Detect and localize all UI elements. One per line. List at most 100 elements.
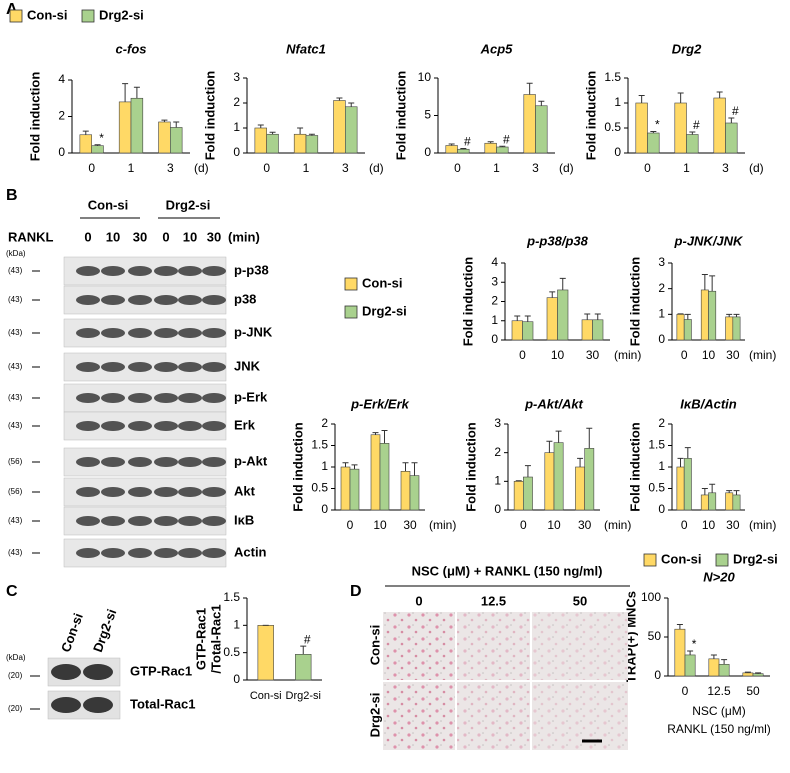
x-tick-label: 3 [722, 161, 729, 175]
significance: # [503, 132, 510, 146]
x-tick-label: 0 [519, 348, 526, 362]
kda-label: (56) [8, 487, 23, 496]
treatment-label: RANKL [8, 229, 54, 244]
x-tick-label: Con-si [250, 690, 282, 702]
y-tick-label: 1 [321, 459, 328, 473]
y-tick-label: 0.5 [223, 645, 240, 659]
blot-band [76, 457, 100, 467]
micrograph [457, 612, 530, 680]
blot-band [178, 421, 202, 431]
bar [254, 127, 267, 154]
blot-band [202, 393, 226, 403]
blot-band [128, 393, 152, 403]
bar [592, 319, 604, 341]
bar [708, 290, 717, 341]
blot-label: p-p38 [234, 262, 269, 277]
y-tick-label: 0 [233, 145, 240, 159]
error-bar [701, 488, 708, 495]
y-tick-label: 1 [614, 95, 621, 109]
y-axis-label: Fold induction [463, 422, 478, 512]
error-bar [546, 440, 553, 453]
error-bar [687, 650, 694, 655]
bar [523, 94, 536, 154]
blot-band [101, 295, 125, 305]
blot-band [101, 516, 125, 526]
blot-band [101, 457, 125, 467]
blot-band [76, 421, 100, 431]
y-tick-label: 0 [424, 145, 431, 159]
error-bar [549, 291, 556, 298]
legend-swatch [9, 9, 23, 23]
bar [370, 434, 381, 511]
bar [553, 442, 564, 511]
x-unit: (d) [369, 161, 384, 175]
bar [686, 134, 699, 154]
bar [130, 97, 144, 154]
error-bar [336, 97, 343, 101]
blot-band [178, 516, 202, 526]
x-unit: (min) [749, 348, 776, 362]
bar [266, 133, 279, 154]
error-bar [300, 645, 307, 655]
legend-label: Drg2-si [362, 303, 407, 318]
y-tick-label: 1.5 [604, 70, 621, 84]
micrograph [383, 612, 455, 680]
y-tick-label: 1.5 [648, 438, 665, 452]
y-tick-label: 3 [658, 255, 665, 269]
error-bar [297, 127, 304, 135]
error-bar [638, 95, 645, 103]
chart-title: p-Akt/Akt [524, 396, 583, 411]
blot-band [101, 362, 125, 372]
panel-label: B [6, 187, 18, 204]
y-tick-label: 0 [658, 502, 665, 516]
bar [676, 314, 685, 341]
y-tick-label: 2 [233, 95, 240, 109]
x-unit: (min) [614, 348, 641, 362]
kda-label: (43) [8, 295, 23, 304]
blot-band [101, 328, 125, 338]
blot-band [76, 362, 100, 372]
error-bar [689, 131, 696, 135]
kda-label: (20) [8, 671, 23, 680]
legend-swatch [344, 305, 358, 319]
bar [718, 663, 730, 677]
x-tick-label: 10 [702, 518, 716, 532]
micrograph [383, 682, 455, 750]
x-tick-label: 3 [167, 161, 174, 175]
error-bar [676, 624, 683, 630]
y-tick-label: 2 [58, 109, 65, 123]
significance: # [693, 118, 700, 132]
y-tick-label: 1.5 [223, 590, 240, 604]
error-bar [133, 86, 140, 99]
blot-label: p-Akt [234, 453, 268, 468]
legend-label: Con-si [27, 7, 67, 22]
x-tick-label: Drg2-si [286, 690, 321, 702]
chart-title: Drg2 [672, 41, 702, 56]
y-tick-label: 0 [614, 145, 621, 159]
y-tick-label: 5 [424, 108, 431, 122]
bar [522, 321, 534, 341]
error-bar [721, 659, 728, 665]
error-bar [526, 82, 533, 95]
blot-band [178, 328, 202, 338]
y-tick-label: 0 [58, 145, 65, 159]
blot-band [202, 457, 226, 467]
blot-band [76, 487, 100, 497]
bar [457, 148, 470, 154]
bar [409, 475, 420, 511]
kda-header: (kDa) [6, 653, 26, 662]
error-bar [94, 144, 101, 146]
lane-label: Drg2-si [90, 607, 119, 654]
blot-label: p-JNK [234, 324, 273, 339]
y-axis-label: GTP-Rac1 [193, 608, 208, 670]
y-tick-label: 2 [658, 416, 665, 430]
x-tick-label: 30 [403, 518, 417, 532]
blot-band [128, 421, 152, 431]
error-bar [515, 480, 522, 482]
error-bar [733, 490, 740, 495]
y-tick-label: 0 [654, 668, 661, 682]
error-bar [524, 315, 531, 322]
blot-band [202, 362, 226, 372]
x-tick-label: 0 [454, 161, 461, 175]
